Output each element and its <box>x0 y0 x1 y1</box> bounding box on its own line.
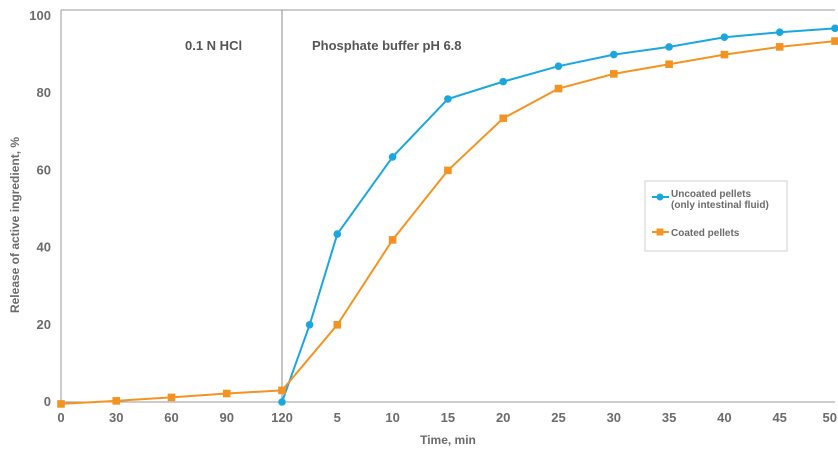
series-uncoated <box>278 24 838 406</box>
data-point <box>444 166 452 175</box>
data-point <box>720 33 729 42</box>
data-point <box>333 230 342 238</box>
data-point <box>278 386 286 395</box>
data-point <box>775 28 784 37</box>
legend-box <box>644 180 788 252</box>
data-point <box>388 153 397 161</box>
y-tick-label: 80 <box>37 85 51 100</box>
y-tick-label: 0 <box>44 394 51 409</box>
data-point <box>222 389 231 398</box>
data-point <box>775 43 784 51</box>
data-point <box>554 62 563 70</box>
y-axis-title: Release of active ingredient, % <box>8 137 22 313</box>
x-tick-label: 30 <box>109 410 123 425</box>
x-tick-label: 25 <box>551 410 565 425</box>
data-point <box>831 24 838 33</box>
legend-label-uncoated-sub: (only intestinal fluid) <box>671 200 769 211</box>
data-point <box>57 400 65 408</box>
x-tick-label: 40 <box>717 410 731 425</box>
x-tick-label: 90 <box>220 410 234 425</box>
y-tick-label: 40 <box>37 240 51 255</box>
x-tick-label: 35 <box>662 410 676 425</box>
phase-label-buffer: Phosphate buffer pH 6.8 <box>312 38 462 53</box>
legend-label-coated: Coated pellets <box>671 228 740 239</box>
legend-swatch-coated-marker <box>656 228 664 236</box>
data-point <box>720 50 729 59</box>
x-tick-label: 45 <box>772 410 786 425</box>
x-tick-label: 0 <box>57 410 64 425</box>
data-point <box>333 321 342 329</box>
data-point <box>388 236 397 244</box>
x-tick-label: 30 <box>607 410 621 425</box>
data-point <box>665 43 673 51</box>
axes <box>60 9 835 403</box>
data-point <box>554 84 563 93</box>
data-point <box>278 398 286 406</box>
data-point <box>444 95 452 103</box>
series-coated <box>57 37 838 408</box>
x-tick-label: 10 <box>385 410 399 425</box>
y-tick-label: 100 <box>29 8 51 23</box>
data-point <box>112 397 121 405</box>
x-tick-label: 120 <box>271 410 293 425</box>
x-tick-label: 60 <box>164 410 178 425</box>
legend[interactable]: Uncoated pellets (only intestinal fluid)… <box>644 180 788 252</box>
legend-swatch-uncoated-marker <box>656 193 664 201</box>
phase-labels: 0.1 N HCl Phosphate buffer pH 6.8 <box>185 38 462 53</box>
data-point <box>665 60 673 69</box>
y-tick-label: 20 <box>37 317 51 332</box>
x-tick-label: 5 <box>334 410 341 425</box>
x-tick-label: 50 <box>823 410 837 425</box>
x-tick-label: 20 <box>496 410 510 425</box>
data-series <box>57 24 838 408</box>
y-tick-label: 60 <box>37 162 51 177</box>
data-point <box>167 393 176 402</box>
legend-label-uncoated: Uncoated pellets <box>671 189 751 200</box>
tick-labels: 0 20 40 60 80 100 0 30 60 90 120 5 10 15 20 25 30 35 40 45 5… <box>29 8 837 425</box>
data-point <box>305 321 314 329</box>
data-point <box>610 70 618 78</box>
data-point <box>499 77 508 86</box>
data-point <box>499 114 507 123</box>
x-axis-title: Time, min <box>420 433 476 447</box>
x-tick-label: 15 <box>441 410 455 425</box>
series-line <box>281 27 836 403</box>
data-point <box>610 50 618 59</box>
data-point <box>831 37 838 45</box>
phase-label-acid: 0.1 N HCl <box>185 38 242 53</box>
